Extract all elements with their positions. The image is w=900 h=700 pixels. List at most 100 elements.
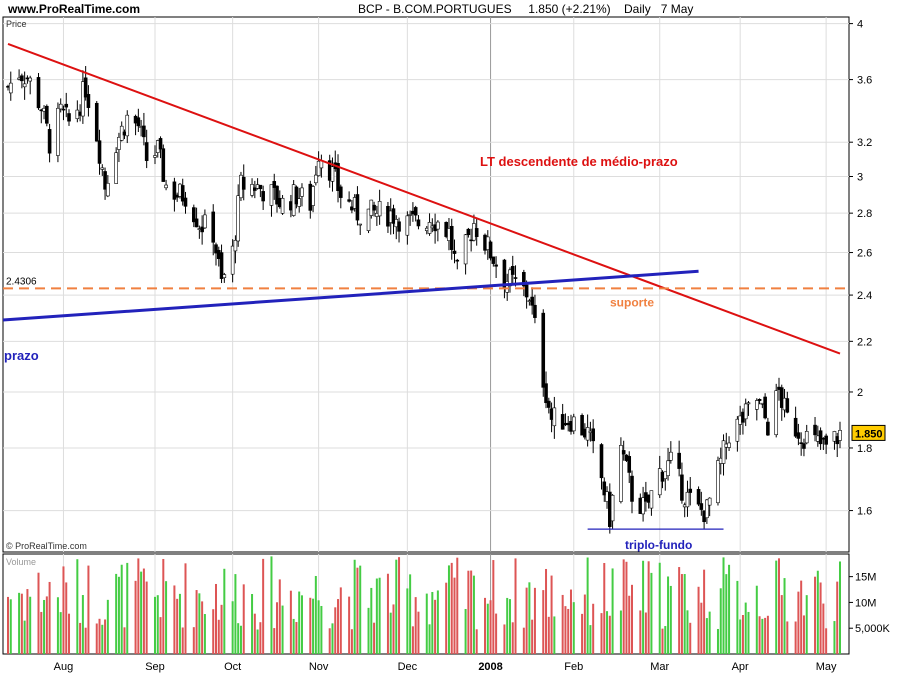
volume-bar: [686, 610, 689, 654]
volume-tick-label: 5,000K: [855, 623, 891, 635]
volume-bar: [775, 560, 778, 654]
candle-body: [699, 503, 704, 510]
candle-body: [546, 400, 551, 408]
volume-bar: [805, 595, 808, 654]
y-tick-label: 1.8: [857, 443, 872, 455]
candle-body: [530, 296, 534, 306]
y-tick-label: 2: [857, 387, 863, 399]
volume-bar: [739, 619, 742, 654]
volume-bar: [450, 562, 453, 654]
volume-bar: [231, 601, 234, 654]
candle-body: [366, 208, 371, 231]
candle-body: [416, 219, 421, 227]
volume-bar: [755, 585, 758, 654]
volume-bar: [547, 616, 550, 654]
volume-bar: [18, 592, 21, 654]
volume-bar: [716, 628, 719, 654]
volume-bar: [705, 618, 708, 654]
volume-bar: [115, 573, 118, 654]
volume-bar: [492, 560, 495, 654]
volume-bar: [262, 558, 265, 654]
candle-body: [97, 140, 102, 164]
candle-body: [153, 155, 157, 158]
volume-bar: [87, 565, 90, 654]
volume-bar: [40, 611, 43, 654]
volume-bar: [181, 627, 184, 654]
volume-bar: [470, 570, 473, 654]
candle-body: [164, 184, 168, 189]
candle-body: [669, 451, 673, 461]
volume-bar: [825, 628, 828, 654]
volume-bar: [428, 624, 431, 654]
candle-body: [330, 166, 335, 182]
volume-bar: [48, 581, 51, 654]
candle-body: [64, 103, 69, 108]
candle-body: [585, 427, 590, 441]
volume-bar: [317, 600, 320, 654]
volume-bar: [176, 598, 179, 654]
volume-bar: [81, 595, 84, 654]
volume-bar: [104, 619, 107, 654]
candle-body: [552, 407, 557, 427]
volume-bar: [511, 622, 514, 654]
volume-bar: [486, 603, 489, 654]
volume-bar: [797, 591, 800, 654]
candle-body: [311, 186, 315, 206]
candle-body: [83, 77, 88, 98]
volume-bar: [356, 567, 359, 654]
candle-body: [219, 252, 224, 279]
volume-bar: [475, 629, 478, 654]
volume-bar: [586, 557, 589, 654]
candle-body: [391, 208, 396, 224]
candle-body: [705, 499, 709, 519]
volume-bar: [683, 574, 686, 654]
volume-bar: [215, 583, 217, 654]
candle-body: [192, 207, 196, 223]
volume-bar: [553, 616, 556, 654]
y-tick-label: 1.6: [857, 506, 872, 518]
candle-body: [144, 142, 149, 161]
candle-body: [793, 417, 798, 437]
volume-bar: [101, 624, 104, 654]
volume-bar: [758, 616, 761, 654]
volume-bar: [95, 623, 98, 654]
candle-body: [408, 214, 412, 216]
candle-body: [743, 403, 748, 420]
volume-bar: [300, 595, 303, 654]
candle-body: [449, 225, 454, 250]
volume-bar: [359, 565, 362, 654]
candle-body: [474, 228, 479, 237]
volume-bar: [822, 603, 825, 654]
candle-body: [463, 234, 468, 265]
volume-bar: [464, 608, 467, 654]
candle-body: [338, 186, 343, 198]
candle-body: [630, 475, 634, 502]
candle-body: [696, 489, 701, 505]
volume-bar: [62, 566, 65, 654]
volume-bar: [777, 558, 780, 654]
volume-bar: [703, 569, 706, 654]
y-tick-label: 2.6: [857, 248, 872, 260]
date-label: 7 May: [660, 2, 694, 16]
y-tick-label: 4: [857, 19, 863, 31]
volume-bar: [719, 588, 722, 654]
x-tick-label: Mar: [650, 661, 669, 673]
volume-bar: [120, 564, 123, 654]
volume-bar: [375, 578, 378, 654]
volume-bar: [348, 596, 351, 654]
candle-body: [294, 186, 299, 205]
candle-body: [377, 201, 382, 217]
candle-body: [47, 129, 52, 154]
candle-body: [100, 167, 105, 170]
last-price-badge-label: 1.850: [855, 428, 883, 440]
volume-bar: [173, 585, 176, 654]
volume-bar: [251, 594, 254, 654]
candle-body: [103, 171, 107, 190]
candle-body: [233, 240, 238, 252]
candle-body: [258, 184, 263, 190]
volume-bar: [839, 561, 841, 654]
candle-body: [161, 148, 166, 182]
volume-bar: [178, 593, 181, 654]
volume-bar: [203, 614, 206, 654]
y-tick-label: 3.6: [857, 75, 872, 87]
